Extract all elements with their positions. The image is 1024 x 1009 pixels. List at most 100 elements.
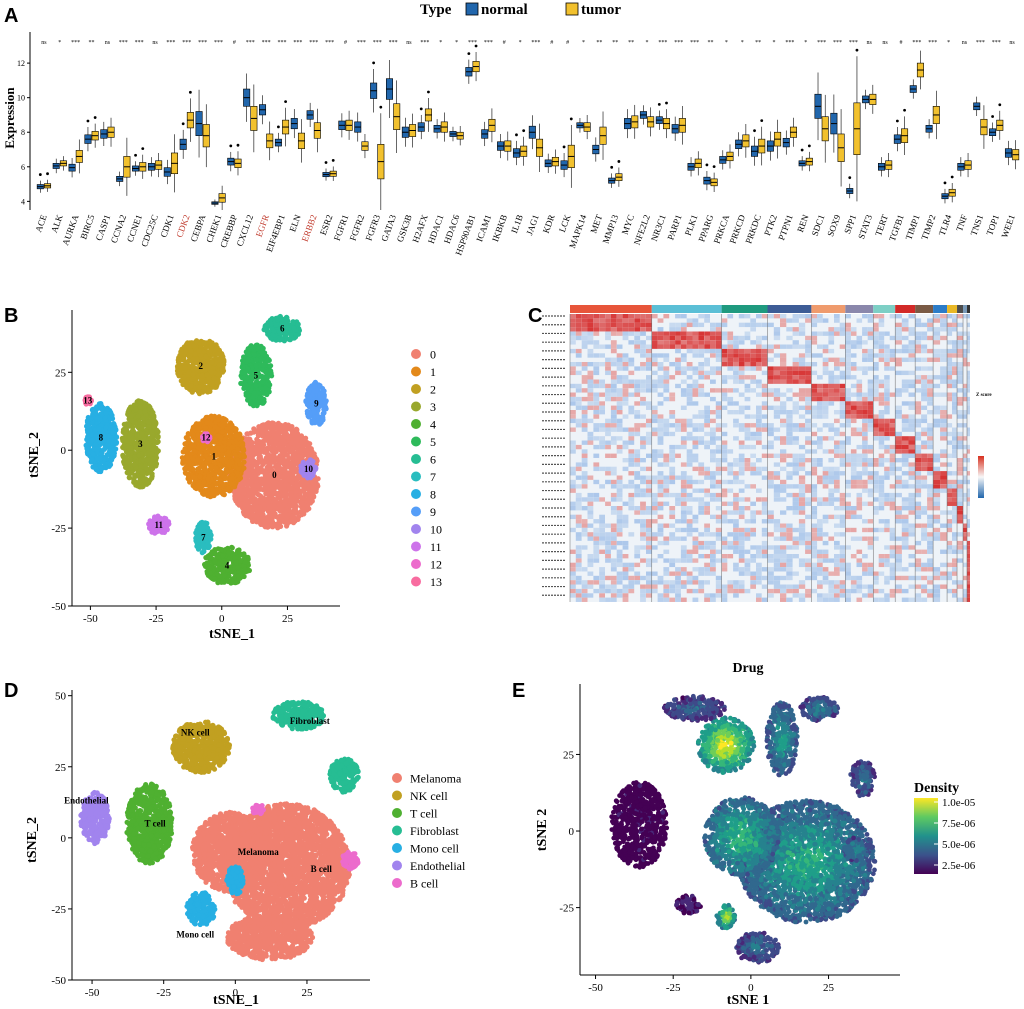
cluster-point [294,482,300,488]
cluster-point [230,475,236,481]
cluster-point [91,446,97,452]
cluster-point [132,474,138,480]
normal-outlier [991,115,994,118]
cluster-point [235,466,241,472]
sig-label: *** [420,40,429,46]
cluster-point [229,444,235,451]
cluster-point [208,343,215,349]
cluster-point [149,432,155,438]
cluster-point [264,358,270,364]
cluster-point [302,448,308,454]
gene-label: PTK2 [762,213,779,237]
sig-label: *** [484,40,493,46]
cluster-point [294,477,300,483]
cluster-point [221,573,227,579]
cluster-point [123,455,129,461]
cluster-point [145,450,151,456]
sig-label: *** [135,40,144,46]
cluster-point [301,486,307,492]
cluster-point [245,350,251,356]
sig-label: *** [166,40,175,46]
cluster-point [253,473,259,479]
cluster-point [274,491,281,497]
gene-label: ALK [49,213,65,234]
cluster-point [246,505,252,511]
cluster-point [182,365,188,371]
cluster-point [90,451,96,457]
cluster-point [241,551,247,557]
sig-label: *** [817,40,826,46]
cluster-point [269,459,275,465]
cluster-point [149,475,155,481]
cluster-point [214,380,220,386]
gene-label: PARP1 [665,213,683,241]
cluster-point [186,358,192,364]
cluster-point [85,423,91,429]
cluster-point [181,374,187,380]
cluster-point [204,372,210,378]
cluster-point [90,411,96,417]
sig-label: *** [309,40,318,46]
cluster-point [149,444,155,451]
gene-label: TERT [873,213,890,238]
cluster-point [264,501,270,507]
cluster-point [217,573,223,579]
cluster-point [220,553,226,559]
cluster-point [182,349,188,355]
cluster-point [145,419,151,425]
gene-label: SOX9 [825,213,842,238]
cluster-point [207,338,213,344]
cluster-point [246,438,252,444]
cluster-point [253,382,259,389]
cluster-point [214,490,220,496]
panel-a-gene-labels: ACE ALKAURKABIRC5CASP1CCNA2CCNE1CDC25CCDK… [33,213,1017,257]
cluster-point [300,509,306,515]
gene-label: PTPN1 [776,213,794,241]
normal-outlier [800,148,804,152]
cluster-point [240,364,246,370]
cluster-point [299,477,305,483]
cluster-point [218,579,225,585]
normal-outlier [895,119,899,123]
sig-label: * [947,40,950,46]
cluster-point [181,344,188,350]
cluster-point [302,439,308,445]
sig-label: # [550,40,553,46]
tumor-outlier [522,129,526,133]
cluster-point [187,451,194,457]
gene-label: TOP1 [984,213,1001,236]
cluster-point [242,559,248,565]
cluster-point [203,555,209,561]
cluster-point [209,471,216,477]
cluster-point [220,429,226,435]
cluster-point [136,419,143,425]
cluster-point [243,513,249,519]
cluster-point [286,336,293,343]
cluster-point [219,452,225,458]
cluster-point [264,430,270,436]
cluster-point [268,321,274,327]
panel-b-letter: B [4,305,18,327]
cluster-point [217,462,223,468]
cluster-point [212,576,218,582]
cluster-point [242,496,248,503]
tumor-outlier [760,119,764,123]
sig-label: ns [152,40,158,46]
cluster-point [307,488,313,494]
panel-a-letter: A [4,5,18,27]
sig-label: * [804,40,807,46]
cluster-point [266,445,272,451]
cluster-point [237,461,243,467]
cluster-point [89,437,96,443]
cluster-point [185,340,191,346]
cluster-point [241,465,247,471]
gene-label: PLK1 [683,213,700,237]
cluster-point [137,404,143,410]
cluster-point [264,489,270,495]
cluster-point [238,380,244,386]
sig-label: ns [406,40,412,46]
tumor-outlier [93,116,97,119]
cluster-point [106,433,112,439]
cluster-point [147,405,153,412]
cluster-point [241,354,247,360]
